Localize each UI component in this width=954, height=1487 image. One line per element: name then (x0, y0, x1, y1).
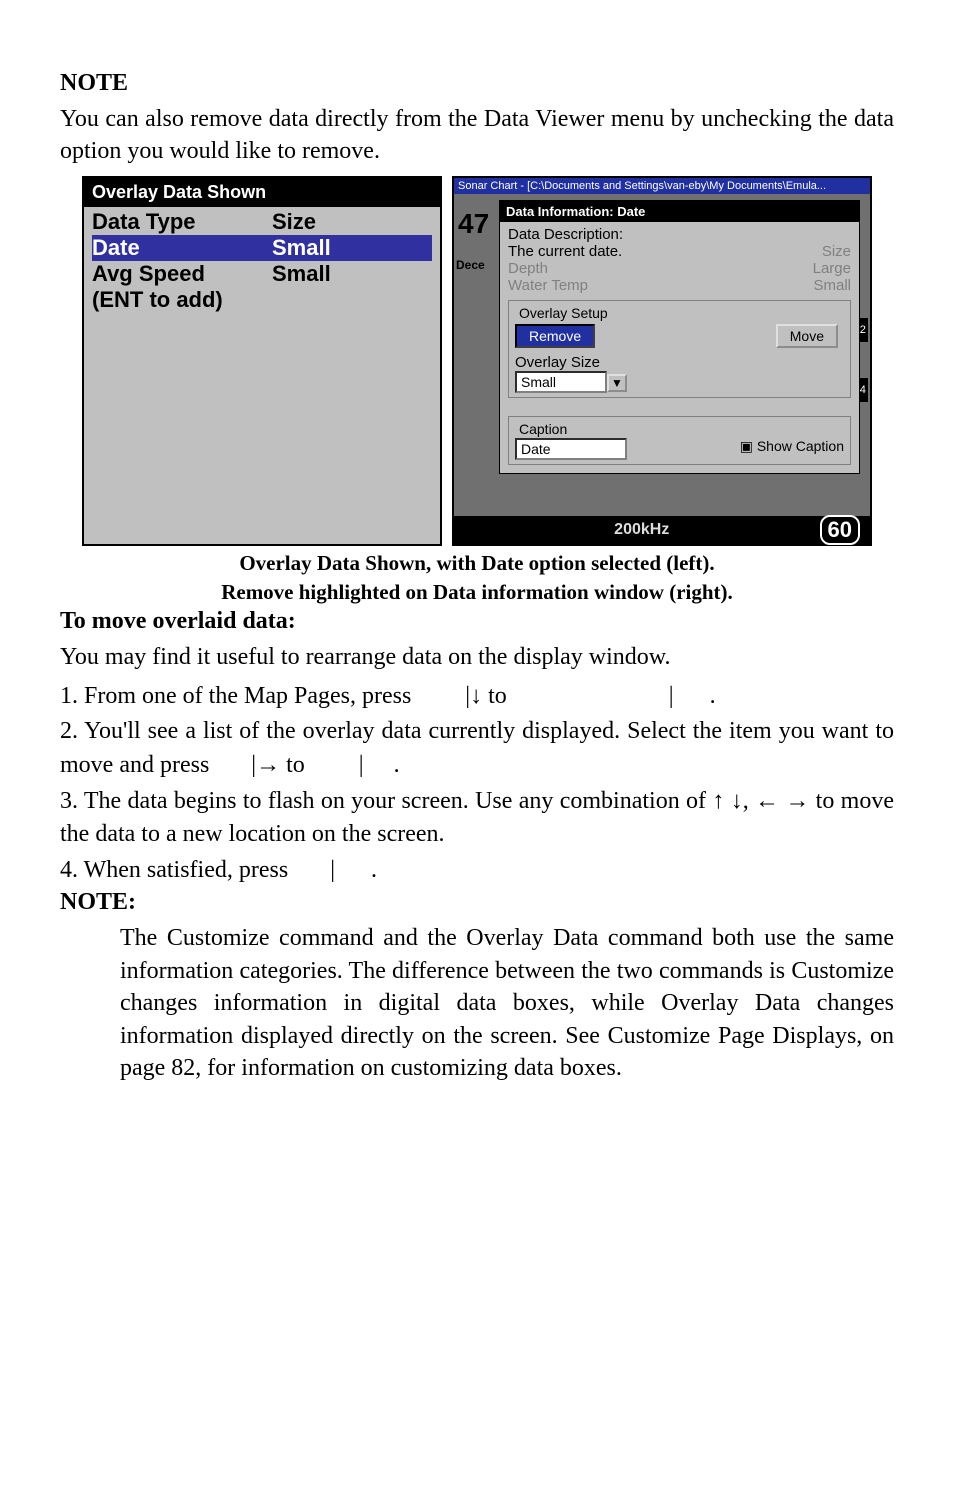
step-2: 2. You'll see a list of the overlay data… (60, 715, 894, 782)
step-4: 4. When satisfied, press | . (60, 854, 894, 888)
figure-caption-1: Overlay Data Shown, with Date option sel… (60, 550, 894, 577)
panel-title: Overlay Data Shown (84, 178, 440, 207)
overlay-row-size: Small (272, 235, 331, 261)
dim-size: Size (781, 243, 851, 260)
overlay-size-label: Overlay Size (515, 354, 844, 371)
caption-input[interactable]: Date (515, 438, 627, 460)
overlay-row[interactable]: Data TypeSize (92, 209, 432, 235)
overlay-setup-group: Overlay Setup Remove Move Overlay Size S… (508, 300, 851, 398)
note-body-2: The Customize command and the Overlay Da… (60, 922, 894, 1084)
figure-caption-2: Remove highlighted on Data information w… (60, 579, 894, 606)
show-caption-label: Show Caption (757, 438, 844, 454)
show-caption-checkbox[interactable]: ▣ Show Caption (740, 438, 844, 460)
window-path-bar: Sonar Chart - [C:\Documents and Settings… (454, 178, 870, 194)
step-3: 3. The data begins to flash on your scre… (60, 785, 894, 852)
overlay-row[interactable]: Avg SpeedSmall (92, 261, 432, 287)
dim-small: Small (781, 277, 851, 294)
overlay-row-size: Size (272, 209, 316, 235)
dropdown-icon[interactable]: ▼ (607, 374, 627, 392)
figure-row: Overlay Data Shown Data TypeSizeDateSmal… (60, 176, 894, 546)
note-heading-2: NOTE: (60, 889, 894, 916)
dim-depth: Depth (508, 260, 781, 277)
overlay-setup-label: Overlay Setup (515, 305, 612, 321)
overlay-row-type: (ENT to add) (92, 287, 272, 313)
caption-group: Caption Date ▣ Show Caption (508, 416, 851, 465)
dim-large: Large (781, 260, 851, 277)
move-intro: You may find it useful to rearrange data… (60, 641, 894, 673)
overlay-row[interactable]: DateSmall (92, 235, 432, 261)
step-1: 1. From one of the Map Pages, press |↓ t… (60, 680, 894, 714)
overlay-row-type: Data Type (92, 209, 272, 235)
dim-water-temp: Water Temp (508, 277, 781, 294)
move-button[interactable]: Move (776, 324, 838, 348)
intro-paragraph: You can also remove data directly from t… (60, 103, 894, 168)
remove-button[interactable]: Remove (515, 324, 595, 348)
caption-group-label: Caption (515, 421, 571, 437)
overlay-row-type: Avg Speed (92, 261, 272, 287)
data-description-value: The current date. (508, 243, 781, 260)
overlay-row[interactable]: (ENT to add) (92, 287, 432, 313)
overlay-size-select[interactable]: Small (515, 371, 607, 393)
dece-label: Dece (456, 258, 485, 272)
data-information-window: Sonar Chart - [C:\Documents and Settings… (452, 176, 872, 546)
overlay-row-size: Small (272, 261, 331, 287)
data-description-label: Data Description: (508, 226, 851, 243)
data-info-dialog: Data Information: Date Data Description:… (499, 200, 860, 474)
sonar-bottom-bar: 200kHz 60 (454, 516, 870, 544)
note-heading: NOTE (60, 70, 894, 97)
overlay-data-shown-panel: Overlay Data Shown Data TypeSizeDateSmal… (82, 176, 442, 546)
overlay-row-type: Date (92, 235, 272, 261)
dialog-title: Data Information: Date (500, 201, 859, 222)
frequency-label: 200kHz (614, 521, 669, 539)
depth-sixty: 60 (820, 515, 860, 545)
depth-number: 47 (458, 208, 489, 240)
move-overlaid-heading: To move overlaid data: (60, 608, 894, 635)
